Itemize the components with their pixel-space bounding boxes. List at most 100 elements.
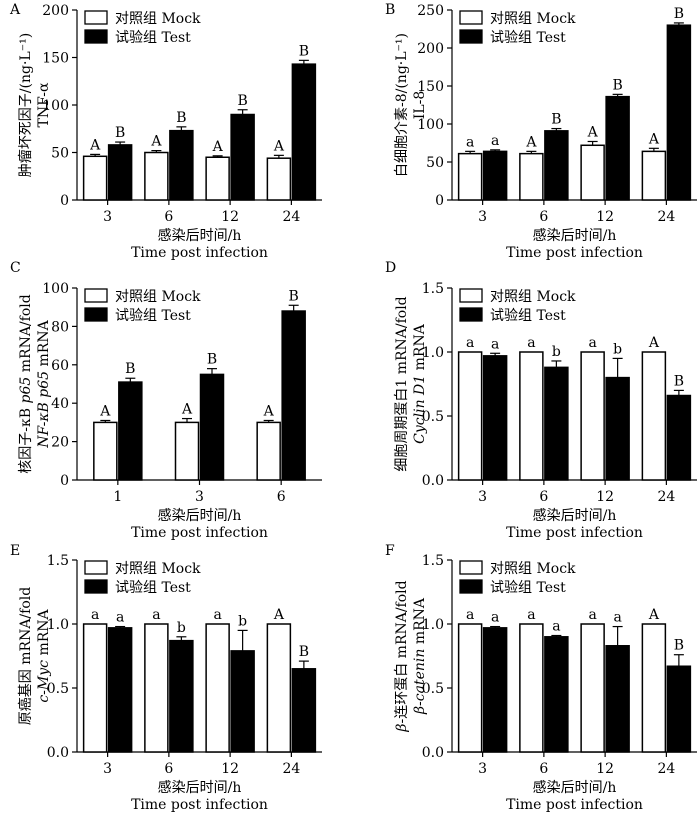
y-tick-label: 20 bbox=[51, 435, 69, 451]
y-tick-label: 0.5 bbox=[422, 409, 444, 425]
legend-mock-swatch bbox=[84, 10, 108, 25]
y-tick-label: 0 bbox=[60, 473, 69, 489]
legend-test-label: 试验组 Test bbox=[490, 308, 566, 324]
legend-mock-label: 对照组 Mock bbox=[115, 11, 201, 27]
significance-label: a bbox=[491, 336, 499, 352]
significance-label: B bbox=[237, 93, 247, 109]
y-tick-label: 50 bbox=[426, 155, 444, 171]
y-axis-label: 肿瘤坏死因子/(ng·L⁻¹) bbox=[17, 33, 34, 177]
legend-test-label: 试验组 Test bbox=[115, 580, 191, 596]
y-tick-label: 150 bbox=[417, 79, 444, 95]
chart-panel-f: F 0.0 0.5 1.0 1.5 3 a a 6 a a 12 a a 24 AB 对照组 Mock 试验组 T… bbox=[385, 543, 697, 813]
legend-mock-swatch bbox=[459, 10, 483, 25]
axis-label-part: β bbox=[394, 724, 410, 733]
panel-letter: D bbox=[385, 260, 396, 276]
y-tick-label: 0.5 bbox=[422, 681, 444, 697]
significance-label: a bbox=[466, 134, 474, 150]
significance-label: A bbox=[525, 134, 537, 150]
legend-test-label: 试验组 Test bbox=[115, 308, 191, 324]
y-tick-label: 0 bbox=[60, 193, 69, 209]
legend-mock-label: 对照组 Mock bbox=[115, 289, 201, 305]
y-tick-label: 250 bbox=[417, 3, 444, 19]
x-tick-label: 1 bbox=[113, 489, 122, 505]
bar-test-1 bbox=[118, 381, 143, 481]
y-axis-label-en: β-catenin mRNA bbox=[412, 597, 428, 715]
significance-label: A bbox=[648, 335, 660, 351]
significance-label: B bbox=[674, 6, 684, 22]
bar-test-24 bbox=[291, 668, 317, 753]
bar-test-3 bbox=[482, 150, 508, 201]
legend-mock-label: 对照组 Mock bbox=[490, 11, 576, 27]
bar-mock-6 bbox=[144, 623, 169, 753]
significance-label: b bbox=[552, 344, 561, 360]
y-tick-label: 60 bbox=[51, 358, 69, 374]
bar-mock-3 bbox=[82, 623, 108, 753]
bar-mock-6 bbox=[256, 421, 281, 481]
significance-label: B bbox=[176, 110, 186, 126]
significance-label: a bbox=[116, 610, 124, 626]
significance-label: A bbox=[150, 134, 162, 150]
y-axis-label-en: NF-κB p65 mRNA bbox=[36, 319, 52, 448]
bar-test-3 bbox=[107, 144, 133, 201]
x-tick-label: 3 bbox=[195, 489, 204, 505]
y-axis-label: 白细胞介素-8/(ng·L⁻¹) bbox=[394, 33, 410, 177]
x-axis-label-en: Time post infection bbox=[506, 525, 643, 541]
panel-letter: B bbox=[385, 2, 395, 18]
significance-label: B bbox=[299, 43, 309, 59]
significance-label: a bbox=[552, 619, 560, 635]
x-tick-label: 24 bbox=[282, 209, 300, 225]
chart-panel-e: E 0.0 0.5 1.0 1.5 3 a a 6 a b 12 a b 24 A B 对照组 Mock 试验组 T… bbox=[10, 543, 322, 813]
x-tick-label: 6 bbox=[539, 761, 548, 777]
x-axis-label-en: Time post infection bbox=[506, 797, 643, 813]
significance-label: A bbox=[273, 138, 285, 154]
x-axis-label-en: Time post infection bbox=[131, 797, 268, 813]
bar-mock-6 bbox=[519, 351, 544, 481]
legend-mock-label: 对照组 Mock bbox=[115, 561, 201, 577]
bar-test-12 bbox=[230, 113, 255, 201]
bar-test-3 bbox=[482, 627, 508, 753]
x-tick-label: 6 bbox=[539, 209, 548, 225]
bar-mock-12 bbox=[205, 156, 230, 201]
bar-mock-3 bbox=[174, 421, 200, 481]
axis-label-part: c-Myc bbox=[36, 660, 52, 703]
bar-mock-24 bbox=[266, 623, 292, 753]
significance-label: B bbox=[115, 125, 125, 141]
axis-label-part: -连环蛋白 mRNA/fold bbox=[394, 580, 410, 723]
legend-mock-swatch bbox=[459, 560, 483, 575]
x-axis-label-en: Time post infection bbox=[131, 525, 268, 541]
legend-test-label: 试验组 Test bbox=[115, 30, 191, 46]
bar-test-12 bbox=[605, 376, 630, 481]
y-axis-label-en: TNF-α bbox=[36, 82, 52, 127]
legend-mock-label: 对照组 Mock bbox=[490, 561, 576, 577]
legend-test-swatch bbox=[84, 307, 108, 322]
x-tick-label: 3 bbox=[478, 209, 487, 225]
x-axis-label: 感染后时间/h bbox=[533, 779, 617, 796]
legend-test-swatch bbox=[459, 579, 483, 594]
significance-label: a bbox=[588, 335, 596, 351]
bar-mock-3 bbox=[457, 623, 483, 753]
legend-test-label: 试验组 Test bbox=[490, 30, 566, 46]
significance-label: a bbox=[613, 610, 621, 626]
axis-label-part: mRNA/fold bbox=[18, 294, 34, 376]
bar-test-12 bbox=[230, 650, 255, 753]
bar-mock-12 bbox=[580, 351, 605, 481]
x-tick-label: 6 bbox=[164, 761, 173, 777]
legend-test-swatch bbox=[84, 29, 108, 44]
bar-test-12 bbox=[605, 645, 630, 753]
axis-label-part: 核因子-κB bbox=[18, 403, 34, 473]
x-tick-label: 12 bbox=[596, 209, 614, 225]
bar-test-12 bbox=[605, 95, 630, 201]
y-tick-label: 100 bbox=[417, 117, 444, 133]
y-tick-label: 0.5 bbox=[47, 681, 69, 697]
y-axis-label: β-连环蛋白 mRNA/fold bbox=[394, 580, 410, 732]
bar-mock-24 bbox=[641, 623, 667, 753]
bar-mock-1 bbox=[93, 421, 118, 481]
significance-label: A bbox=[648, 607, 660, 623]
bar-mock-12 bbox=[580, 623, 605, 753]
bar-mock-24 bbox=[641, 150, 667, 201]
significance-label: A bbox=[181, 402, 193, 418]
axis-label-part: NF-κB p65 bbox=[36, 371, 52, 449]
significance-label: a bbox=[466, 607, 474, 623]
